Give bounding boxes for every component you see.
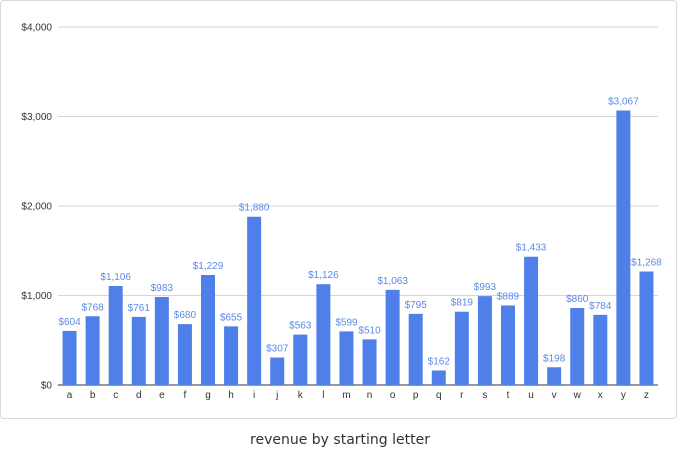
data-label-m: $599 [335, 317, 358, 328]
data-label-p: $795 [405, 300, 428, 311]
bar-p [408, 313, 423, 385]
x-tick-label-g: g [205, 390, 211, 401]
y-tick-label: $2,000 [21, 202, 52, 213]
data-label-y: $3,067 [608, 97, 639, 108]
x-tick-label-i: i [253, 390, 255, 401]
bar-t [501, 305, 515, 385]
data-label-r: $819 [451, 298, 474, 309]
bar-e [154, 297, 169, 385]
bar-u [524, 256, 539, 385]
x-tick-label-r: r [460, 390, 464, 401]
data-label-l: $1,126 [308, 270, 339, 281]
bar-f [177, 324, 192, 385]
data-label-a: $604 [58, 317, 81, 328]
y-tick-label: $0 [41, 381, 53, 392]
x-tick-label-q: q [436, 390, 442, 401]
x-tick-label-e: e [159, 390, 165, 401]
x-tick-label-x: x [598, 390, 603, 401]
x-tick-label-k: k [298, 390, 304, 401]
bar-r [454, 311, 469, 385]
bar-q [431, 370, 446, 385]
data-label-z: $1,268 [631, 258, 662, 269]
bar-l [316, 284, 331, 385]
data-label-g: $1,229 [193, 261, 224, 272]
x-tick-label-s: s [482, 390, 487, 401]
bar-n [362, 339, 377, 385]
data-label-v: $198 [543, 353, 566, 364]
bar-b [85, 316, 100, 385]
data-label-e: $983 [151, 283, 174, 294]
bar-o [385, 289, 400, 385]
data-label-o: $1,063 [377, 276, 408, 287]
x-tick-label-j: j [275, 390, 278, 401]
bar-k [293, 334, 308, 385]
y-tick-label: $3,000 [21, 112, 52, 123]
data-label-x: $784 [589, 301, 612, 312]
x-tick-label-t: t [507, 390, 510, 401]
data-label-b: $768 [81, 302, 104, 313]
x-axis-ticks: a b c d e f g h i j k l m n o p q r s t u v w x y z [67, 390, 649, 401]
data-label-w: $860 [566, 294, 589, 305]
bar-chart: $0 $1,000 $2,000 $3,000 $4,000 $604$768 $1,10… [21, 23, 662, 402]
bar-d [131, 316, 146, 385]
data-label-k: $563 [289, 321, 312, 332]
bar-g [201, 275, 215, 385]
x-tick-label-d: d [136, 390, 142, 401]
data-label-f: $680 [174, 310, 197, 321]
x-tick-label-y: y [621, 390, 626, 401]
data-label-i: $1,880 [239, 203, 270, 214]
x-tick-label-m: m [342, 390, 350, 401]
bar-i [247, 216, 262, 385]
bars [62, 110, 654, 385]
bar-w [570, 308, 585, 385]
data-label-c: $1,106 [100, 272, 131, 283]
bar-a [62, 330, 77, 385]
y-axis-ticks: $0 $1,000 $2,000 $3,000 $4,000 [21, 23, 52, 392]
bar-x [593, 314, 608, 385]
x-tick-label-b: b [90, 390, 96, 401]
data-label-u: $1,433 [516, 243, 547, 254]
data-label-q: $162 [428, 357, 451, 368]
x-tick-label-a: a [67, 390, 73, 401]
chart-caption: revenue by starting letter [250, 432, 430, 448]
data-label-t: $889 [497, 291, 520, 302]
data-label-d: $761 [128, 303, 151, 314]
data-label-s: $993 [474, 282, 497, 293]
x-tick-label-f: f [184, 390, 187, 401]
x-tick-label-p: p [413, 390, 419, 401]
x-tick-label-w: w [573, 390, 582, 401]
bar-m [339, 331, 354, 385]
y-tick-label: $4,000 [21, 23, 52, 34]
x-tick-label-c: c [113, 390, 118, 401]
data-labels: $604$768 $1,106 $761$983 $680 $1,229 $655 $1,8… [58, 97, 662, 368]
data-label-n: $510 [358, 325, 381, 336]
y-tick-label: $1,000 [21, 291, 52, 302]
bar-v [547, 367, 562, 385]
bar-j [270, 357, 285, 385]
x-tick-label-l: l [322, 390, 324, 401]
x-tick-label-o: o [390, 390, 396, 401]
data-label-j: $307 [266, 344, 289, 355]
x-tick-label-h: h [228, 390, 234, 401]
data-label-h: $655 [220, 312, 243, 323]
x-tick-label-n: n [367, 390, 373, 401]
x-tick-label-z: z [644, 390, 649, 401]
bar-h [224, 326, 239, 385]
x-tick-label-u: u [528, 390, 534, 401]
bar-s [477, 296, 492, 385]
bar-y [616, 110, 631, 385]
bar-z [639, 271, 654, 385]
bar-c [108, 286, 123, 385]
x-tick-label-v: v [552, 390, 557, 401]
